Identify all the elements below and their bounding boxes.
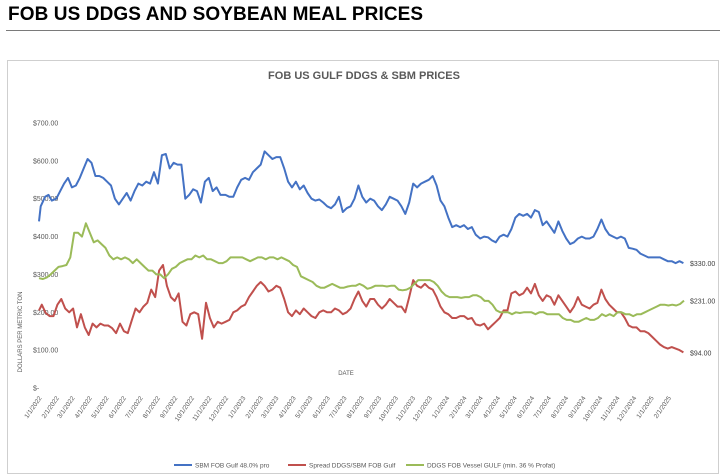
chart-title: FOB US GULF DDGS & SBM PRICES xyxy=(268,70,460,82)
legend-label: DDGS FOB Vessel GULF (min. 36 % Profat) xyxy=(427,463,555,470)
page-title: FOB US DDGS AND SOYBEAN MEAL PRICES xyxy=(8,4,424,25)
series-end-value-label: $231.00 xyxy=(690,299,715,306)
title-divider xyxy=(6,30,720,31)
chart-frame: FOB US GULF DDGS & SBM PRICES DOLLARS PE… xyxy=(7,60,719,474)
price-line-chart: FOB US GULF DDGS & SBM PRICES DOLLARS PE… xyxy=(18,70,715,470)
y-tick-label: $400.00 xyxy=(33,234,58,241)
chart-legend: SBM FOB Gulf 48.0% pro Spread DDGS/SBM FO… xyxy=(174,463,555,470)
y-axis-title: DOLLARS PER METRIC TON xyxy=(18,292,24,373)
x-axis-ticks: 1/1/20222/1/20223/1/20224/1/20225/1/2022… xyxy=(23,395,673,423)
series-line-3 xyxy=(38,222,685,323)
series-line-2 xyxy=(38,264,684,354)
series-lines xyxy=(38,150,685,354)
end-labels: $330.00 $94.00 $231.00 xyxy=(690,261,715,357)
y-tick-label: $500.00 xyxy=(33,196,58,203)
series-end-value-label: $330.00 xyxy=(690,261,715,268)
y-tick-label: $600.00 xyxy=(33,158,58,165)
y-axis-ticks: $-$100.00$200.00$300.00$400.00$500.00$60… xyxy=(33,121,58,393)
y-tick-label: $300.00 xyxy=(33,272,58,279)
x-tick-label: 2/1/2025 xyxy=(653,395,673,420)
legend-label: Spread DDGS/SBM FOB Gulf xyxy=(309,463,396,470)
series-end-value-label: $94.00 xyxy=(690,350,712,357)
series-line-1 xyxy=(38,150,684,265)
x-axis-title: DATE xyxy=(338,371,354,377)
y-tick-label: $- xyxy=(33,386,40,393)
y-tick-label: $100.00 xyxy=(33,348,58,355)
legend-label: SBM FOB Gulf 48.0% pro xyxy=(195,463,270,470)
y-tick-label: $700.00 xyxy=(33,121,58,128)
